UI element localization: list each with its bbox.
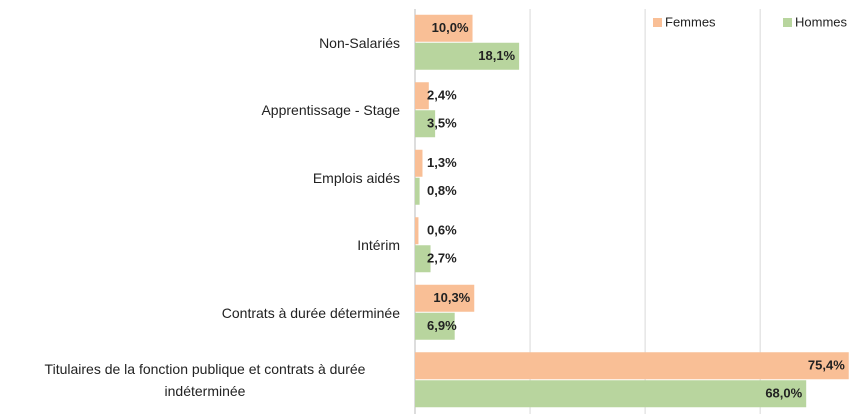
category-label: Apprentissage - Stage <box>261 102 400 119</box>
data-label: 2,7% <box>427 251 457 266</box>
bar <box>415 217 419 245</box>
bar <box>415 284 475 312</box>
category-label: Intérim <box>357 237 400 254</box>
category-label: Titulaires de la fonction publique et co… <box>44 361 366 400</box>
bar <box>415 14 473 42</box>
data-label: 0,8% <box>427 183 457 198</box>
data-label: 18,1% <box>478 48 515 63</box>
data-label: 10,0% <box>432 20 469 35</box>
data-label: 68,0% <box>765 386 802 401</box>
bar <box>415 177 420 205</box>
data-label: 75,4% <box>808 358 845 373</box>
data-label: 2,4% <box>427 88 457 103</box>
data-label: 10,3% <box>433 290 470 305</box>
bar <box>415 110 436 138</box>
data-label: 3,5% <box>427 116 457 131</box>
category-label: Contrats à durée déterminée <box>221 304 400 321</box>
data-label: 0,6% <box>427 223 457 238</box>
bar <box>415 149 423 177</box>
data-label: 6,9% <box>427 318 457 333</box>
legend-label: Hommes <box>795 14 848 29</box>
data-label: 1,3% <box>427 155 457 170</box>
bar <box>415 380 807 408</box>
legend-swatch <box>783 18 792 27</box>
bar <box>415 82 429 110</box>
bar <box>415 312 455 340</box>
bar <box>415 352 849 380</box>
category-label: Non-Salariés <box>319 34 400 51</box>
bar <box>415 245 431 273</box>
legend-swatch <box>653 18 662 27</box>
category-label: Emplois aidés <box>312 169 400 186</box>
bar <box>415 42 520 70</box>
legend-label: Femmes <box>665 14 716 29</box>
